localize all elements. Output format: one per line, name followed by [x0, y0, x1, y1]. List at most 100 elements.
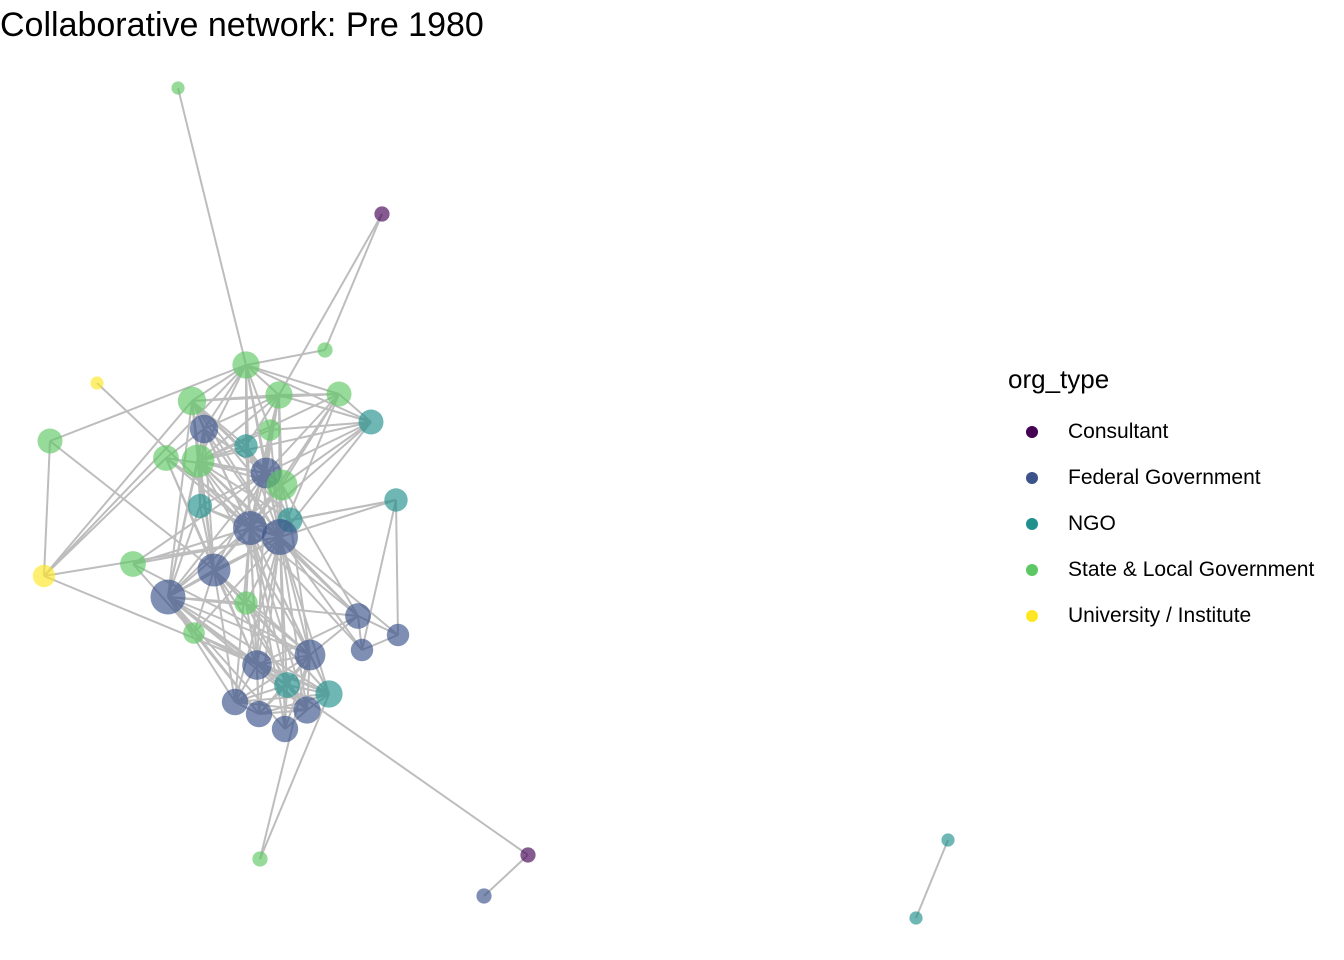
network-edge	[132, 527, 251, 565]
network-edge	[279, 536, 330, 695]
network-node	[350, 638, 374, 662]
network-edge	[132, 472, 267, 565]
network-edge	[256, 536, 281, 666]
network-node	[232, 351, 260, 379]
network-node	[242, 650, 272, 680]
network-edge	[167, 472, 267, 598]
network-edge	[197, 421, 372, 462]
legend-item-university-institute: University / Institute	[1008, 593, 1314, 639]
network-edge	[234, 693, 330, 703]
legend-label: NGO	[1068, 512, 1116, 535]
network-edge	[915, 839, 949, 919]
legend-swatch	[1026, 426, 1038, 438]
network-node	[941, 833, 955, 847]
network-node	[233, 511, 267, 545]
legend-label: Federal Government	[1068, 466, 1261, 489]
node-layer	[32, 81, 955, 925]
legend-swatch	[1026, 518, 1038, 530]
network-edge	[167, 460, 199, 598]
network-node	[317, 342, 333, 358]
network-node	[274, 672, 300, 698]
network-node	[221, 688, 249, 716]
network-node	[120, 551, 146, 577]
network-edge	[259, 693, 330, 860]
network-edge	[193, 536, 281, 634]
legend-label: State & Local Government	[1068, 558, 1315, 581]
network-node	[345, 603, 371, 629]
network-edge	[281, 393, 340, 486]
network-node	[909, 911, 923, 925]
legend-item-federal-government: Federal Government	[1008, 455, 1314, 501]
network-edge	[49, 364, 247, 442]
legend-item-ngo: NGO	[1008, 501, 1314, 547]
network-edge	[281, 484, 359, 617]
network-node	[293, 696, 321, 724]
legend-swatch	[1026, 564, 1038, 576]
network-edge	[167, 400, 193, 598]
legend-label: Consultant	[1068, 420, 1169, 443]
network-edge	[279, 499, 397, 538]
network-edge	[43, 457, 167, 577]
network-node	[153, 445, 179, 471]
network-edge	[324, 213, 383, 351]
legend-item-state-local-government: State & Local Government	[1008, 547, 1314, 593]
network-node	[326, 381, 352, 407]
network-edge	[245, 364, 372, 423]
network-edge	[177, 87, 247, 366]
network-node	[315, 680, 343, 708]
network-node	[374, 206, 390, 222]
network-node	[520, 847, 536, 863]
legend-title: org_type	[1008, 364, 1110, 394]
network-edge	[43, 440, 51, 577]
network-node	[37, 428, 63, 454]
network-edge	[203, 428, 281, 538]
legend-items: Consultant Federal Government NGO State …	[1008, 409, 1314, 639]
legend-label: University / Institute	[1068, 604, 1252, 627]
network-node	[476, 888, 492, 904]
network-edge	[395, 499, 399, 636]
network-node	[234, 591, 258, 615]
network-node	[181, 444, 215, 478]
network-node	[187, 493, 213, 519]
network-node	[171, 81, 185, 95]
network-node	[358, 409, 384, 435]
network-node	[386, 623, 410, 647]
network-edge	[197, 394, 280, 462]
network-edge	[361, 499, 397, 651]
network-edge	[197, 460, 311, 656]
network-node	[90, 376, 104, 390]
network-edge	[43, 364, 247, 577]
network-edge	[167, 596, 236, 703]
network-node	[197, 553, 231, 587]
network-edge	[167, 596, 311, 656]
network-edge	[234, 536, 281, 703]
edge-layer	[43, 87, 949, 919]
network-node	[234, 434, 258, 458]
chart-title: Collaborative network: Pre 1980	[0, 6, 484, 44]
network-edge	[245, 364, 340, 395]
network-node	[32, 564, 56, 588]
network-edge	[281, 421, 372, 486]
network-node	[183, 622, 205, 644]
legend-swatch	[1026, 472, 1038, 484]
network-edge	[279, 536, 363, 651]
network-edge	[167, 596, 359, 617]
network-node	[262, 519, 298, 555]
network-edge	[279, 536, 399, 636]
network-node	[150, 579, 186, 615]
legend-item-consultant: Consultant	[1008, 409, 1314, 455]
network-edge	[278, 213, 383, 396]
network-edge	[279, 536, 359, 617]
network-edge	[269, 421, 372, 431]
network-edge	[265, 421, 372, 474]
network-node	[252, 851, 268, 867]
legend: org_type Consultant Federal Government N…	[1008, 364, 1314, 639]
network-edge	[43, 400, 193, 577]
network-edge	[483, 854, 529, 897]
network-edge	[245, 602, 330, 695]
network-edge	[279, 536, 311, 656]
network-edge	[265, 393, 340, 474]
network-node	[177, 386, 207, 416]
network-edge	[167, 484, 283, 598]
